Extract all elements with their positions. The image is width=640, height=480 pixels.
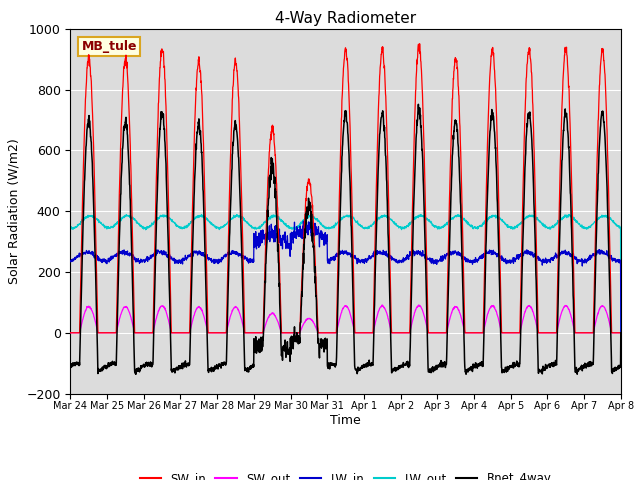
Title: 4-Way Radiometer: 4-Way Radiometer [275,11,416,26]
X-axis label: Time: Time [330,414,361,427]
Y-axis label: Solar Radiation (W/m2): Solar Radiation (W/m2) [8,138,20,284]
Legend: SW_in, SW_out, LW_in, LW_out, Rnet_4way: SW_in, SW_out, LW_in, LW_out, Rnet_4way [135,468,556,480]
Text: MB_tule: MB_tule [81,40,137,53]
